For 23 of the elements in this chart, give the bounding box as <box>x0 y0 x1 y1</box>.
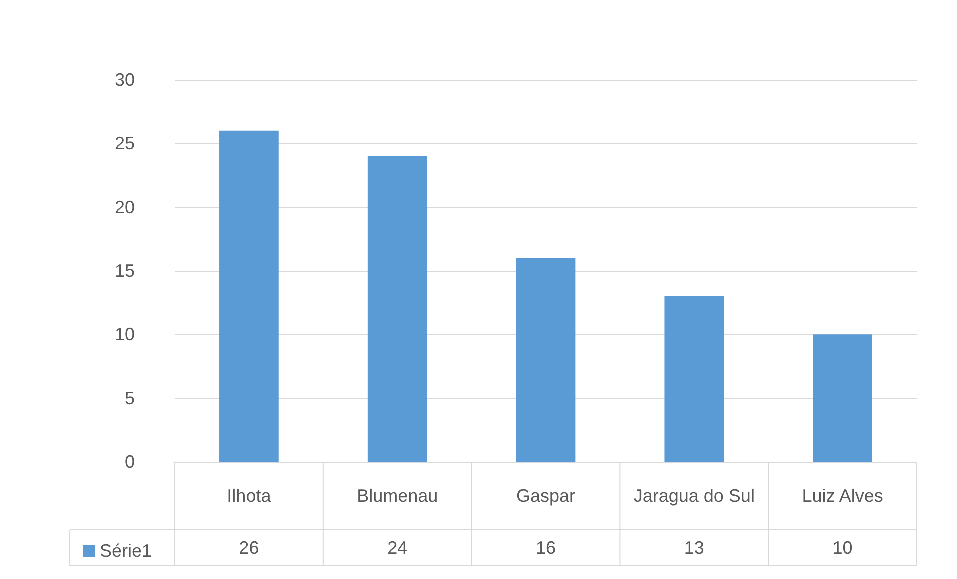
x-tick-label: Blumenau <box>357 486 438 506</box>
x-tick-label: Luiz Alves <box>802 486 884 506</box>
legend-label: Série1 <box>100 541 152 561</box>
y-tick-label: 15 <box>114 261 135 281</box>
y-tick-label: 5 <box>124 388 135 408</box>
y-tick-label: 0 <box>124 452 135 472</box>
y-tick-label: 10 <box>114 324 135 345</box>
data-label: 24 <box>388 538 408 558</box>
bar <box>368 156 428 462</box>
x-tick-label: Gaspar <box>516 486 576 506</box>
x-tick-label: Jaragua do Sul <box>634 486 755 506</box>
bar <box>220 130 279 462</box>
data-label: 10 <box>832 538 853 558</box>
data-label: 16 <box>536 538 556 558</box>
bar <box>516 258 576 462</box>
bar <box>664 296 724 462</box>
data-label: 26 <box>239 538 260 558</box>
y-tick-label: 30 <box>114 70 135 90</box>
x-tick-label: Ilhota <box>227 486 272 506</box>
data-label: 13 <box>684 538 704 558</box>
bar <box>813 334 872 462</box>
y-tick-label: 25 <box>114 134 135 154</box>
y-tick-label: 20 <box>114 197 135 218</box>
